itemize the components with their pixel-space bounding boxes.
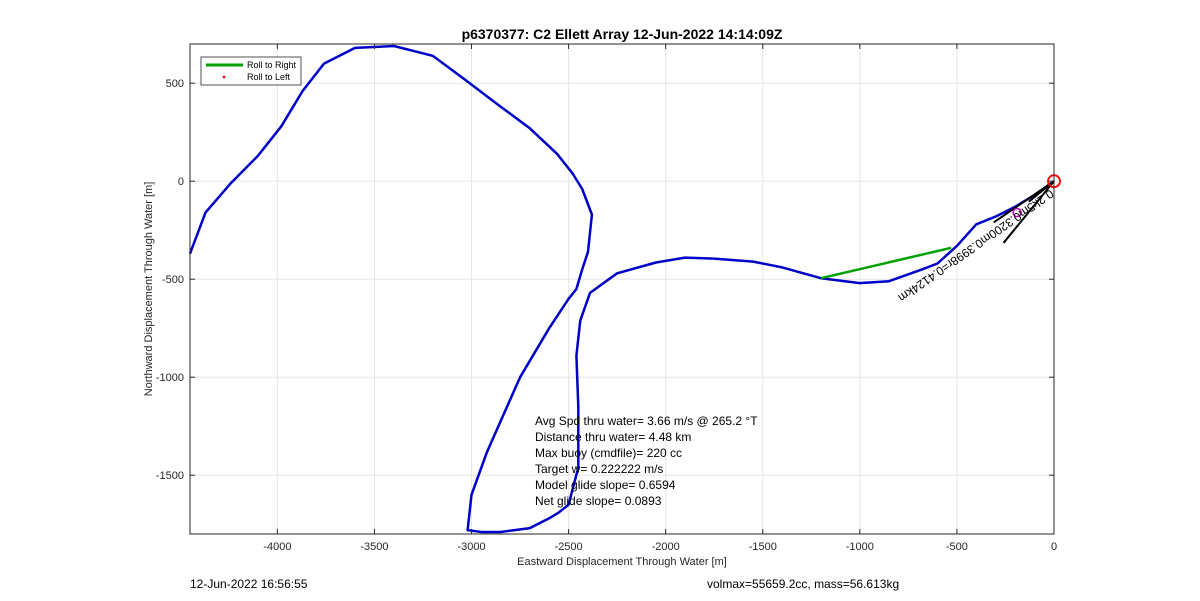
ticks: -4000 -3500 -3000 -2500 -2000 -1500 -1000 -500 0…: [156, 44, 1057, 553]
legend-label-roll-right: Roll to Right: [247, 60, 297, 70]
footer-timestamp: 12-Jun-2022 16:56:55: [190, 577, 308, 591]
axes-box: [189, 43, 1055, 535]
roll-right-segment: [820, 246, 952, 280]
y-tick-label: -1000: [156, 372, 184, 384]
y-tick-label: -1500: [156, 470, 184, 482]
stats-line: Net glide slope= 0.0893: [535, 494, 662, 508]
x-tick-label: -3000: [457, 541, 485, 553]
stats-annotation: Avg Spd thru water= 3.66 m/s @ 265.2 °T D…: [535, 414, 758, 508]
y-tick-label: -500: [162, 274, 184, 286]
legend-label-roll-left: Roll to Left: [247, 72, 291, 82]
x-tick-label: -3500: [360, 541, 388, 553]
track-line: [188, 44, 1055, 534]
x-tick-label: -4000: [263, 541, 291, 553]
x-tick-label: -2500: [555, 541, 583, 553]
stats-line: Avg Spd thru water= 3.66 m/s @ 265.2 °T: [535, 414, 758, 428]
stats-line: Distance thru water= 4.48 km: [535, 430, 691, 444]
footer-volmax-mass: volmax=55659.2cc, mass=56.613kg: [707, 577, 900, 591]
stats-line: Max buoy (cmdfile)= 220 cc: [535, 446, 682, 460]
x-tick-label: 0: [1051, 541, 1057, 553]
x-tick-label: -2000: [652, 541, 680, 553]
chart-title: p6370377: C2 Ellett Array 12-Jun-2022 14…: [462, 26, 783, 42]
drift-vector: [1002, 180, 1055, 244]
x-axis-label: Eastward Displacement Through Water [m]: [517, 556, 727, 568]
legend-swatch-roll-left: [222, 75, 226, 79]
x-tick-label: -1000: [846, 541, 874, 553]
x-tick-label: -1500: [749, 541, 777, 553]
vector-marker: [1012, 207, 1022, 218]
legend: Roll to Right Roll to Left: [200, 56, 302, 86]
stats-line: Model glide slope= 0.6594: [535, 478, 676, 492]
drift-vector: [993, 180, 1055, 224]
legend-box: [200, 56, 302, 86]
y-tick-label: 500: [166, 78, 184, 90]
y-axis-label: Northward Displacement Through Water [m]: [143, 182, 155, 397]
y-tick-label: 0: [178, 176, 184, 188]
stats-line: Target w= 0.222222 m/s: [535, 462, 663, 476]
x-tick-label: -500: [946, 541, 968, 553]
axes-background: [190, 44, 1054, 534]
